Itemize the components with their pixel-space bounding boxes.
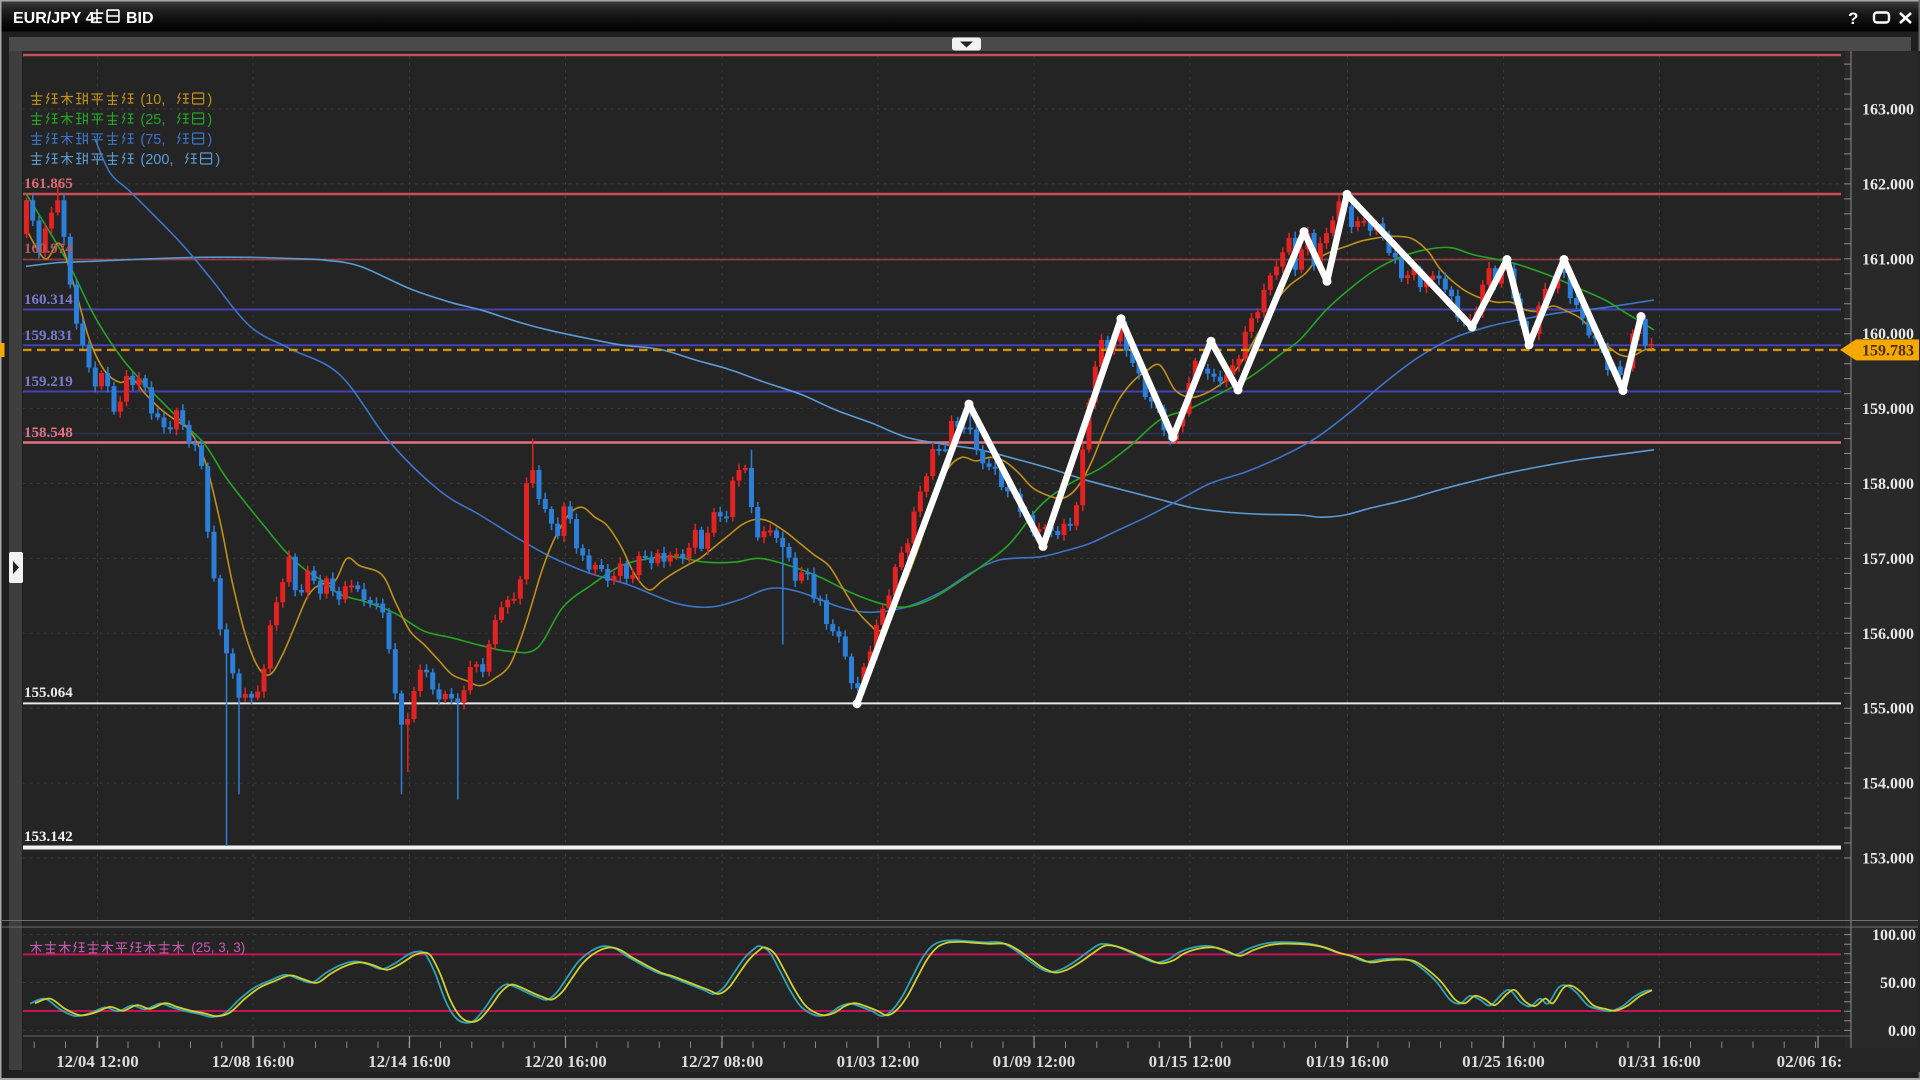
svg-text:161.000: 161.000 — [1862, 251, 1914, 268]
svg-text:(10,: (10, — [140, 92, 165, 108]
svg-text:160.974: 160.974 — [24, 241, 73, 257]
svg-text:01/25 16:00: 01/25 16:00 — [1462, 1052, 1545, 1071]
svg-text:(25,: (25, — [140, 112, 165, 128]
svg-text:162.000: 162.000 — [1862, 176, 1914, 193]
svg-text:01/15 12:00: 01/15 12:00 — [1149, 1052, 1232, 1071]
svg-text:159.783: 159.783 — [1862, 342, 1914, 359]
svg-text:BID: BID — [126, 10, 154, 27]
svg-text:12/27 08:00: 12/27 08:00 — [681, 1052, 764, 1071]
svg-text:): ) — [207, 92, 212, 108]
svg-text:): ) — [207, 132, 212, 148]
svg-text:159.219: 159.219 — [24, 374, 73, 390]
svg-text:153.000: 153.000 — [1862, 851, 1914, 868]
svg-text:12/08 16:00: 12/08 16:00 — [212, 1052, 295, 1071]
svg-text:157.000: 157.000 — [1862, 551, 1914, 568]
svg-text:02/06 16:00: 02/06 16:00 — [1777, 1052, 1860, 1071]
svg-text:EUR/JPY 4: EUR/JPY 4 — [13, 10, 95, 27]
svg-text:01/09 12:00: 01/09 12:00 — [993, 1052, 1076, 1071]
svg-text:12/04 12:00: 12/04 12:00 — [56, 1052, 139, 1071]
svg-text:154.000: 154.000 — [1862, 776, 1914, 793]
svg-text:158.548: 158.548 — [24, 425, 73, 441]
svg-text:): ) — [215, 152, 220, 168]
svg-text:160.000: 160.000 — [1862, 326, 1914, 343]
svg-text:100.00: 100.00 — [1872, 927, 1916, 944]
svg-text:(25, 3, 3): (25, 3, 3) — [191, 940, 245, 955]
svg-text:158.000: 158.000 — [1862, 476, 1914, 493]
svg-text:159.831: 159.831 — [24, 328, 73, 344]
svg-text:01/19 16:00: 01/19 16:00 — [1306, 1052, 1389, 1071]
svg-text:159.000: 159.000 — [1862, 401, 1914, 418]
svg-text:(200,: (200, — [140, 152, 173, 168]
svg-text:161.865: 161.865 — [24, 176, 73, 192]
svg-text:01/03 12:00: 01/03 12:00 — [837, 1052, 920, 1071]
svg-text:156.000: 156.000 — [1862, 626, 1914, 643]
svg-text:(75,: (75, — [140, 132, 165, 148]
svg-text:): ) — [207, 112, 212, 128]
svg-text:155.000: 155.000 — [1862, 701, 1914, 718]
svg-text:163.000: 163.000 — [1862, 102, 1914, 119]
svg-text:155.064: 155.064 — [24, 685, 73, 701]
svg-text:0.00: 0.00 — [1888, 1023, 1916, 1040]
svg-text:50.00: 50.00 — [1880, 975, 1916, 992]
svg-text:12/20 16:00: 12/20 16:00 — [524, 1052, 607, 1071]
svg-text:?: ? — [1848, 9, 1858, 28]
svg-text:153.142: 153.142 — [24, 829, 73, 845]
svg-text:160.314: 160.314 — [24, 292, 73, 308]
svg-text:12/14 16:00: 12/14 16:00 — [368, 1052, 451, 1071]
svg-text:01/31 16:00: 01/31 16:00 — [1618, 1052, 1701, 1071]
